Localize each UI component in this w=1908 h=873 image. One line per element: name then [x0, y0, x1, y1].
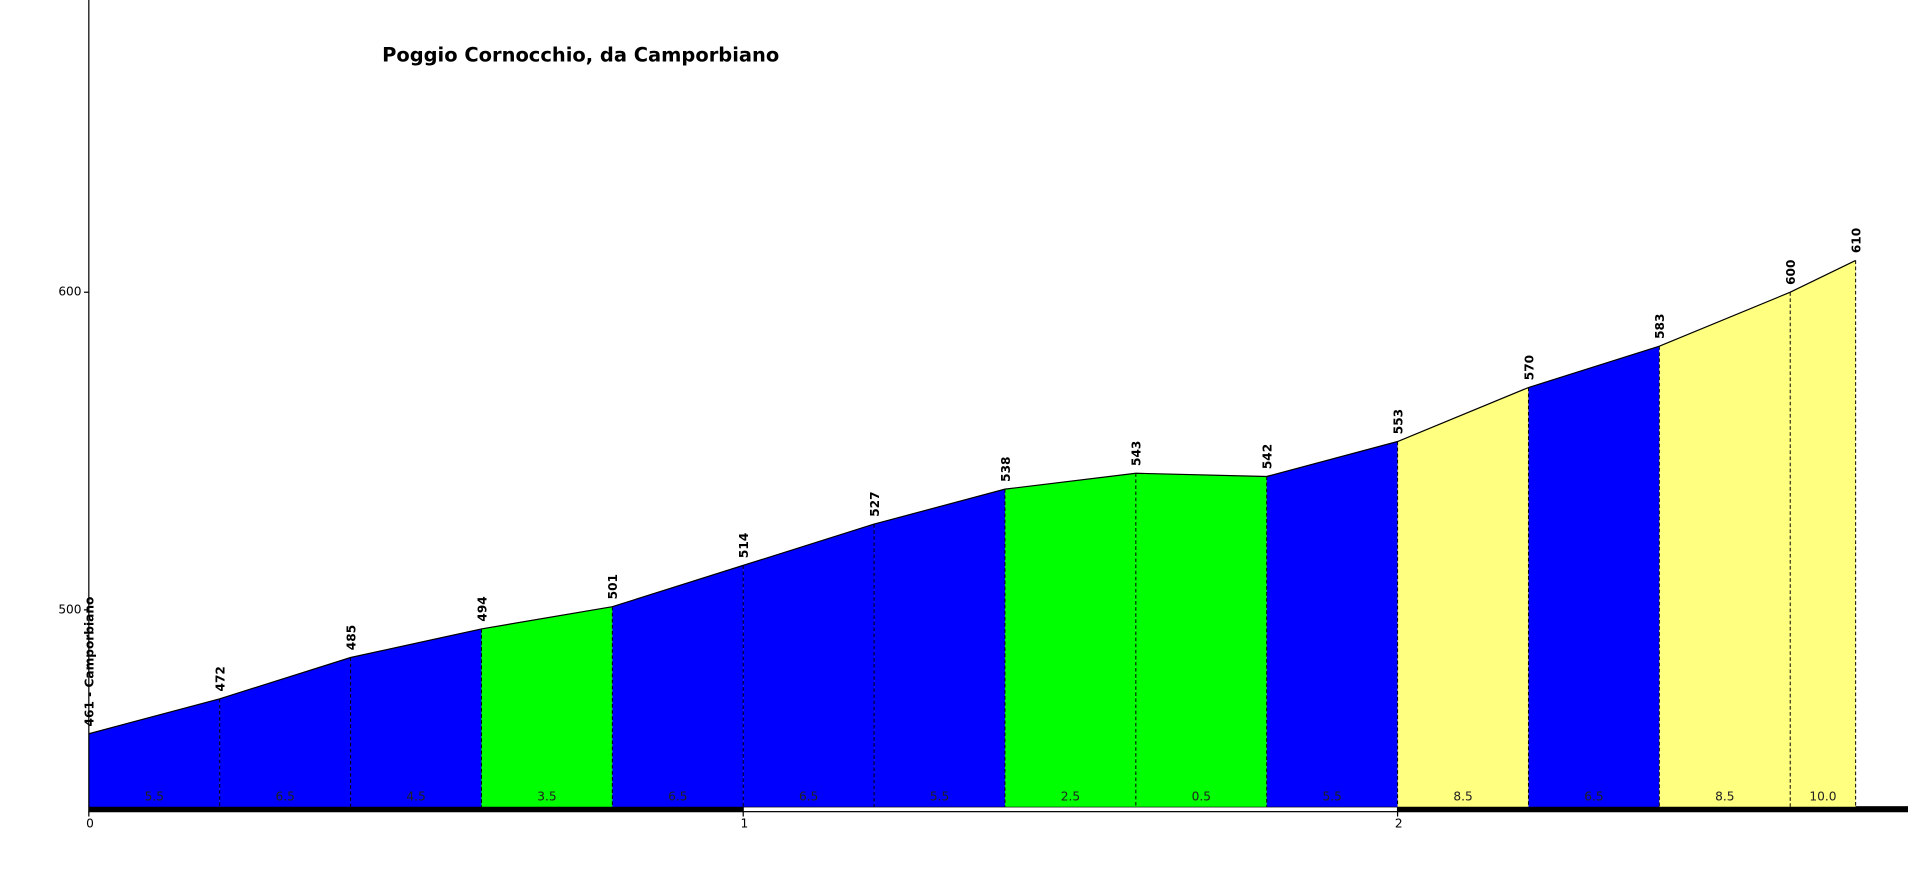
- x-tick-label: 2: [1395, 816, 1403, 830]
- segment: [612, 565, 744, 807]
- point-label: 570: [1522, 355, 1536, 380]
- x-tick-label: 0: [86, 816, 94, 830]
- y-tick-label: 600: [58, 285, 81, 299]
- gradient-label: 5.5: [145, 790, 164, 804]
- segment: [481, 606, 613, 807]
- segment: [1659, 292, 1791, 807]
- km-bar: [1396, 806, 1908, 813]
- point-label: 553: [1391, 409, 1405, 434]
- gradient-label: 5.5: [1322, 790, 1341, 804]
- segment: [1266, 441, 1398, 807]
- segment: [88, 698, 220, 807]
- gradient-label: 6.5: [1584, 790, 1603, 804]
- point-label: 610: [1850, 228, 1864, 253]
- point-label: 538: [999, 456, 1013, 481]
- y-tick-label: 500: [58, 602, 81, 616]
- point-label: 514: [737, 533, 751, 558]
- point-label: 600: [1784, 260, 1798, 285]
- profile-line: [88, 259, 1856, 735]
- gradient-label: 6.5: [799, 790, 818, 804]
- segment: [1790, 260, 1856, 807]
- segment: [1397, 387, 1529, 807]
- segment: [874, 489, 1005, 807]
- gradient-label: 3.5: [537, 790, 556, 804]
- segment: [1135, 473, 1267, 807]
- point-label: 542: [1261, 444, 1275, 469]
- gradient-label: 8.5: [1715, 790, 1734, 804]
- point-label: 501: [606, 574, 620, 599]
- segment: [350, 628, 482, 807]
- gradient-label: 10.0: [1809, 790, 1836, 804]
- point-label: 543: [1130, 441, 1144, 466]
- gradient-label: 5.5: [930, 790, 949, 804]
- x-tick-label: 1: [741, 816, 749, 830]
- gradient-label: 4.5: [406, 790, 425, 804]
- km-bar: [88, 806, 744, 813]
- gradient-label: 6.5: [668, 790, 687, 804]
- segment: [219, 657, 351, 807]
- gradient-label: 2.5: [1061, 790, 1080, 804]
- chart-title: Poggio Cornocchio, da Camporbiano: [382, 43, 779, 66]
- km-bar: [742, 806, 1399, 813]
- point-label: 583: [1653, 314, 1667, 339]
- point-label: 527: [868, 491, 882, 516]
- point-label: 472: [214, 666, 228, 691]
- gradient-label: 0.5: [1192, 790, 1211, 804]
- point-label: 485: [344, 625, 358, 650]
- gradient-label: 8.5: [1453, 790, 1472, 804]
- segment: [743, 524, 875, 807]
- point-label: 494: [475, 596, 489, 621]
- gradient-label: 6.5: [275, 790, 294, 804]
- segment: [1528, 346, 1660, 807]
- point-label: 461 - Camporbiano: [83, 597, 97, 727]
- segment: [1004, 473, 1136, 807]
